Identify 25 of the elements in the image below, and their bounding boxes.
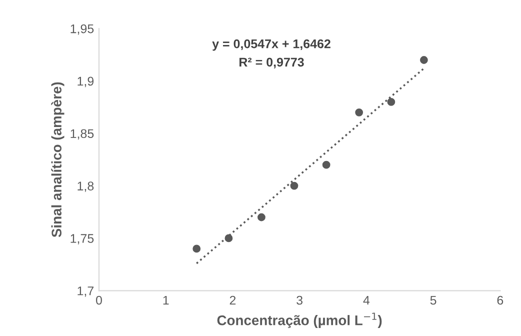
point xyxy=(420,56,428,64)
y-tick-label: 1,8 xyxy=(78,182,94,192)
point xyxy=(224,234,233,242)
point xyxy=(355,108,364,116)
annotation: R² = 0,9773 xyxy=(239,58,304,68)
y-tick-label: 1,95 xyxy=(70,24,94,35)
x-tick-label: 5 xyxy=(430,296,436,305)
point xyxy=(387,98,396,106)
x-axis-title: Concentração (µmol L$^{−1}$) xyxy=(217,312,382,328)
x-tick-label: 6 xyxy=(497,296,504,305)
y-tick-label: 1,7 xyxy=(78,286,94,297)
point xyxy=(192,244,201,253)
x-tick-label: 4 xyxy=(363,296,370,305)
point xyxy=(322,160,330,169)
y-axis-title: Sinal analítico (ampère) xyxy=(51,82,64,238)
point xyxy=(290,182,298,190)
x-tick-label: 2 xyxy=(230,296,236,305)
x-tick-label: 0 xyxy=(96,296,102,305)
x-tick-label: 1 xyxy=(163,296,169,305)
x-tick-label: 3 xyxy=(296,296,302,305)
annotation: y = 0,0547x + 1,6462 xyxy=(212,39,330,51)
y-tick-label: 1,85 xyxy=(70,129,94,140)
y-tick-label: 1,75 xyxy=(70,234,94,244)
point xyxy=(258,213,266,222)
y-tick-label: 1,9 xyxy=(78,76,94,88)
